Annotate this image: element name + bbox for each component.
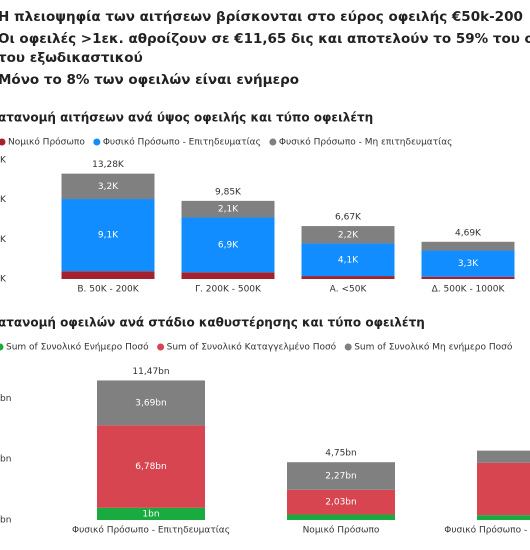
bar-segment bbox=[477, 515, 530, 520]
bar-segment bbox=[287, 462, 395, 490]
x-tick-label: Α. <50K bbox=[330, 285, 368, 295]
x-tick-label: Β. 50K - 200K bbox=[77, 285, 139, 295]
y-tick-label: bn bbox=[0, 455, 11, 465]
bar-segment bbox=[181, 200, 275, 218]
total-label: 11,47bn bbox=[132, 367, 169, 377]
data-label: 1bn bbox=[142, 509, 159, 519]
bar-segment bbox=[421, 241, 515, 251]
legend-label: Φυσικό Πρόσωπο - Επιτηδευματίας bbox=[103, 137, 261, 148]
legend-label: Φυσικό Πρόσωπο - Μη επιτηδευματίας bbox=[279, 137, 453, 148]
header-line: Μόνο το 8% των οφειλών είναι ενήμερο bbox=[0, 72, 299, 88]
data-label: 3,3K bbox=[458, 259, 479, 269]
legend-swatch bbox=[0, 343, 4, 351]
y-tick-label: K bbox=[0, 195, 7, 205]
y-tick-label: K bbox=[0, 275, 7, 285]
bar-segment bbox=[181, 272, 275, 279]
total-label: 4,75bn bbox=[325, 449, 356, 459]
bar-segment bbox=[421, 250, 515, 277]
bar-segment bbox=[301, 226, 395, 244]
total-label: 13,28K bbox=[92, 160, 125, 170]
data-label: 2,1K bbox=[218, 205, 239, 215]
legend-swatch bbox=[0, 138, 6, 146]
bar-segment bbox=[287, 489, 395, 515]
legend-swatch bbox=[93, 138, 101, 146]
data-label: 6,78bn bbox=[135, 462, 166, 472]
legend-swatch bbox=[344, 343, 352, 351]
x-tick-label: Νομικό Πρόσωπο bbox=[303, 525, 380, 536]
header-line: του εξωδικαστικού bbox=[0, 50, 143, 66]
bar-segment bbox=[287, 514, 395, 520]
bar-segment bbox=[97, 507, 205, 520]
header-line: Η πλειοψηφία των αιτήσεων βρίσκονται στο… bbox=[0, 9, 523, 25]
data-label: 2,27bn bbox=[325, 472, 356, 482]
data-label: 2,03bn bbox=[325, 498, 356, 508]
y-tick-label: bn bbox=[0, 394, 11, 404]
total-label: 4,69K bbox=[455, 228, 482, 238]
x-tick-label: Γ. 200K - 500K bbox=[195, 285, 262, 295]
bar-segment bbox=[421, 276, 515, 279]
x-tick-label: Δ. 500K - 1000K bbox=[432, 285, 506, 295]
legend-label: Sum of Συνολικό Ενήμερο Ποσό bbox=[6, 342, 149, 353]
total-label: 9,85K bbox=[215, 187, 242, 197]
bar-segment bbox=[97, 380, 205, 426]
data-label: 9,1K bbox=[98, 231, 119, 241]
total-label: 6,67K bbox=[335, 213, 362, 223]
bar-segment bbox=[477, 462, 530, 516]
chart-title: ατανομή αιτήσεων ανά ύψος οφειλής και τύ… bbox=[0, 111, 373, 125]
bar-segment bbox=[181, 217, 275, 273]
legend-swatch bbox=[269, 138, 277, 146]
legend-label: Sum of Συνολικό Καταγγελμένο Ποσό bbox=[167, 342, 337, 353]
header-line: Οι οφειλές >1εκ. αθροίζουν σε €11,65 δις… bbox=[0, 31, 530, 47]
bar-segment bbox=[97, 425, 205, 508]
data-label: 2,2K bbox=[338, 230, 359, 240]
bar-segment bbox=[301, 243, 395, 277]
y-tick-label: bn bbox=[0, 516, 11, 526]
y-tick-label: K bbox=[0, 156, 7, 166]
data-label: 3,2K bbox=[98, 182, 119, 192]
data-label: 6,9K bbox=[218, 240, 239, 250]
bar-segment bbox=[477, 450, 530, 463]
x-tick-label: Φυσικό Πρόσωπο - Επιτηδευματίας bbox=[72, 525, 230, 536]
data-label: 4,1K bbox=[338, 255, 359, 265]
bar-segment bbox=[61, 173, 155, 200]
bar-segment bbox=[61, 199, 155, 272]
legend-label: Νομικό Πρόσωπο bbox=[8, 137, 85, 148]
legend-swatch bbox=[157, 343, 165, 351]
bar-segment bbox=[301, 276, 395, 279]
chart-title: ατανομή οφειλών ανά στάδιο καθυστέρησης … bbox=[0, 316, 425, 330]
bar-segment bbox=[61, 271, 155, 279]
legend-label: Sum of Συνολικό Μη ενήμερο Ποσό bbox=[354, 342, 513, 353]
x-tick-label: Φυσικό Πρόσωπο - Μη επιτηδευματίας bbox=[444, 525, 530, 536]
y-tick-label: K bbox=[0, 235, 7, 245]
data-label: 3,69bn bbox=[135, 398, 166, 408]
